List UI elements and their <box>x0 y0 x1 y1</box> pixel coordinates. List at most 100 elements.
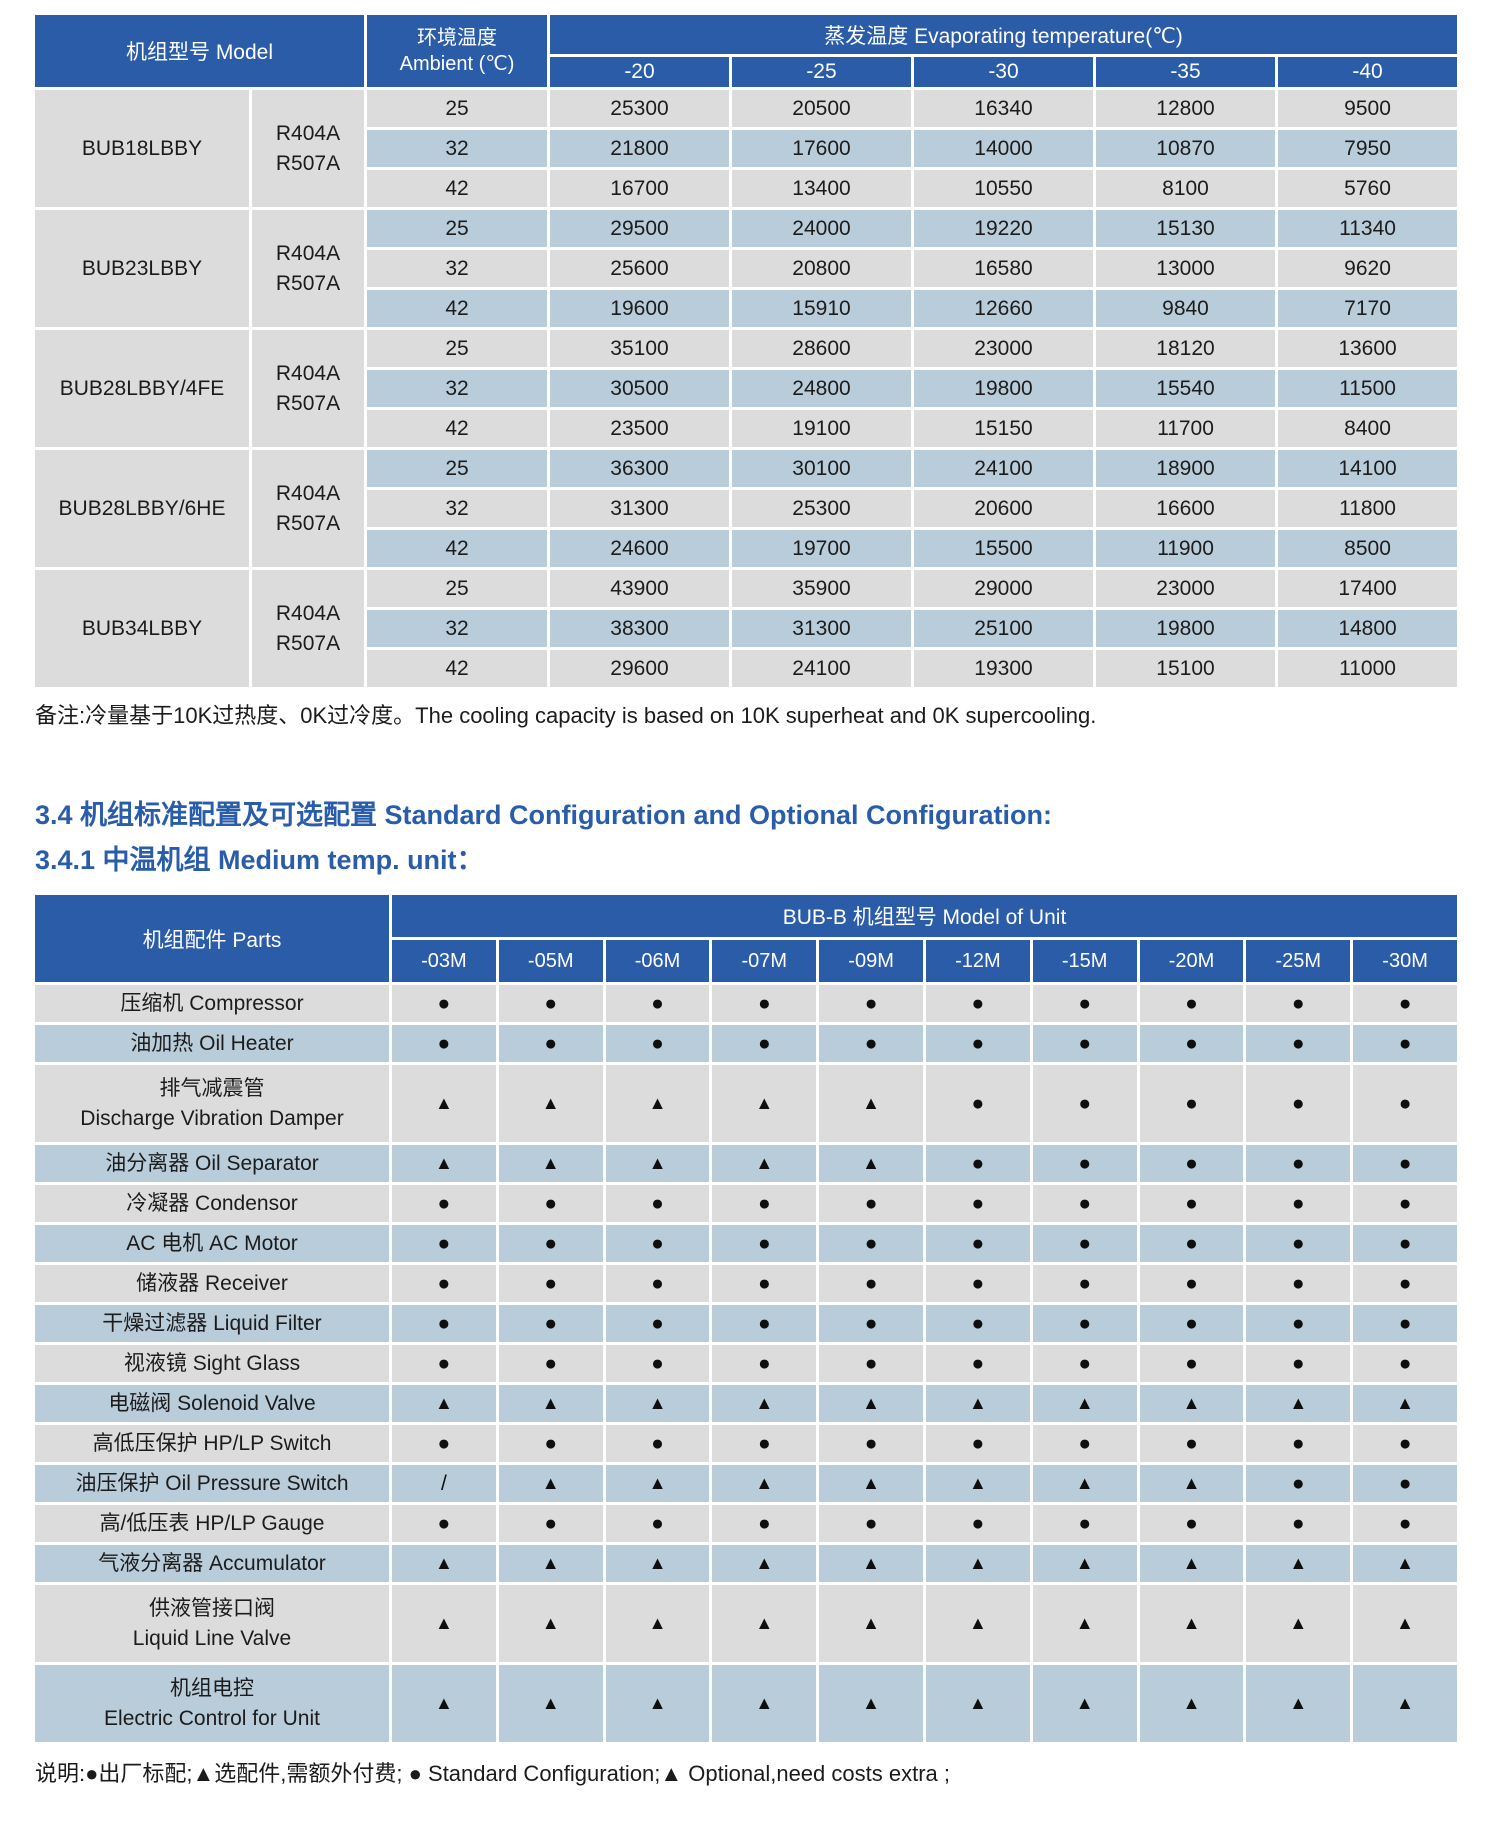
section-title-line1: 3.4 机组标准配置及可选配置 Standard Configuration a… <box>35 800 1052 830</box>
standard-mark: ● <box>1353 1425 1460 1465</box>
config-row: 高/低压表 HP/LP Gauge ● ● ● ● ● ● ● ● ● ● <box>35 1505 1460 1545</box>
capacity-value-cell: 13600 <box>1278 330 1461 370</box>
standard-mark: ● <box>392 1225 499 1265</box>
capacity-value-cell: 15130 <box>1096 210 1278 250</box>
capacity-value-cell: 10870 <box>1096 130 1278 170</box>
optional-mark: ▲ <box>1139 1665 1247 1745</box>
evap-temp-header: -25 <box>732 57 914 90</box>
unit-model-header: -03M <box>392 940 499 985</box>
capacity-value-cell: 11000 <box>1278 650 1461 690</box>
standard-mark: ● <box>498 1185 606 1225</box>
standard-mark: ● <box>1353 985 1460 1025</box>
part-label-line: 高低压保护 HP/LP Switch <box>92 1431 332 1455</box>
capacity-row: 32 38300 31300 25100 19800 14800 <box>35 610 1461 650</box>
optional-mark: ▲ <box>1353 1585 1460 1665</box>
config-row: 气液分离器 Accumulator ▲ ▲ ▲ ▲ ▲ ▲ ▲ ▲ ▲ ▲ <box>35 1545 1460 1585</box>
capacity-value-cell: 23000 <box>914 330 1096 370</box>
capacity-value-cell: 24100 <box>914 450 1096 490</box>
refrigerant-cell: R404A R507A <box>252 330 367 450</box>
config-row: 干燥过滤器 Liquid Filter ● ● ● ● ● ● ● ● ● ● <box>35 1305 1460 1345</box>
capacity-row: BUB34LBBY R404A R507A 25 43900 35900 29000 2300… <box>35 570 1461 690</box>
optional-mark: ▲ <box>392 1145 499 1185</box>
capacity-value-cell: 21800 <box>550 130 732 170</box>
capacity-row: 42 29600 24100 19300 15100 11000 <box>35 650 1461 690</box>
capacity-row: BUB28LBBY/4FE R404A R507A 25 35100 28600 23000… <box>35 330 1461 450</box>
standard-mark: ● <box>392 1185 499 1225</box>
optional-mark: ▲ <box>498 1065 606 1145</box>
standard-mark: ● <box>605 1265 713 1305</box>
ambient-temp-cell: 25 <box>367 330 550 370</box>
config-row: 油分离器 Oil Separator ▲ ▲ ▲ ▲ ▲ ● ● ● ● ● <box>35 1145 1460 1185</box>
standard-mark: ● <box>498 1225 606 1265</box>
unit-model-header: -20M <box>1139 940 1247 985</box>
configuration-legend-note: 说明:●出厂标配;▲选配件,需额外付费; ● Standard Configur… <box>35 1761 950 1786</box>
ambient-temp-cell: 42 <box>367 530 550 570</box>
evap-temp-header: -20 <box>550 57 732 90</box>
part-label-cell: 油压保护 Oil Pressure Switch <box>35 1465 392 1505</box>
capacity-value-cell: 8500 <box>1278 530 1461 570</box>
optional-mark: ▲ <box>605 1465 713 1505</box>
refrigerant-line: R404A <box>275 241 341 265</box>
optional-mark: ▲ <box>1032 1545 1140 1585</box>
standard-mark: ● <box>1032 1185 1140 1225</box>
standard-mark: ● <box>712 1425 820 1465</box>
standard-mark: ● <box>1032 1025 1140 1065</box>
capacity-value-cell: 11500 <box>1278 370 1461 410</box>
standard-mark: ● <box>712 1025 820 1065</box>
section-title-line2: 3.4.1 中温机组 Medium temp. unit： <box>35 845 484 875</box>
optional-mark: ▲ <box>605 1145 713 1185</box>
part-label-line: Discharge Vibration Damper <box>80 1106 344 1130</box>
standard-mark: ● <box>392 1505 499 1545</box>
standard-mark: ● <box>605 1025 713 1065</box>
part-label-line: Electric Control for Unit <box>104 1706 320 1730</box>
optional-mark: ▲ <box>1353 1545 1460 1585</box>
ambient-temp-cell: 32 <box>367 250 550 290</box>
optional-mark: ▲ <box>605 1585 713 1665</box>
capacity-row: 42 16700 13400 10550 8100 5760 <box>35 170 1461 210</box>
standard-mark: ● <box>819 1185 926 1225</box>
capacity-value-cell: 25300 <box>550 90 732 130</box>
capacity-value-cell: 15150 <box>914 410 1096 450</box>
optional-mark: ▲ <box>498 1145 606 1185</box>
ambient-temp-cell: 25 <box>367 450 550 490</box>
optional-mark: ▲ <box>819 1385 926 1425</box>
capacity-value-cell: 20500 <box>732 90 914 130</box>
optional-mark: ▲ <box>605 1545 713 1585</box>
capacity-value-cell: 20800 <box>732 250 914 290</box>
standard-mark: ● <box>1246 1345 1354 1385</box>
standard-mark: ● <box>925 1345 1033 1385</box>
standard-mark: ● <box>925 985 1033 1025</box>
part-label-line: 高/低压表 HP/LP Gauge <box>99 1511 325 1535</box>
capacity-value-cell: 35100 <box>550 330 732 370</box>
standard-mark: ● <box>392 1025 499 1065</box>
standard-mark: ● <box>605 1425 713 1465</box>
part-label-line: Liquid Line Valve <box>132 1626 292 1650</box>
capacity-value-cell: 10550 <box>914 170 1096 210</box>
refrigerant-line: R507A <box>275 511 341 535</box>
optional-mark: ▲ <box>498 1385 606 1425</box>
standard-mark: ● <box>1353 1265 1460 1305</box>
optional-mark: ▲ <box>819 1145 926 1185</box>
capacity-note: 备注:冷量基于10K过热度、0K过冷度。The cooling capacity… <box>35 703 1097 728</box>
optional-mark: ▲ <box>819 1465 926 1505</box>
capacity-value-cell: 17400 <box>1278 570 1461 610</box>
configuration-table: 机组配件 Parts BUB-B 机组型号 Model of Unit -03M… <box>35 895 1460 1745</box>
ambient-temp-cell: 42 <box>367 650 550 690</box>
optional-mark: ▲ <box>605 1385 713 1425</box>
config-row: 油压保护 Oil Pressure Switch / ▲ ▲ ▲ ▲ ▲ ▲ ▲ ● ● <box>35 1465 1460 1505</box>
capacity-value-cell: 11340 <box>1278 210 1461 250</box>
model-cell: BUB28LBBY/4FE <box>35 330 252 450</box>
part-label-line: 供液管接口阀 <box>149 1596 275 1620</box>
standard-mark: ● <box>1139 1025 1247 1065</box>
capacity-value-cell: 29000 <box>914 570 1096 610</box>
capacity-value-cell: 18120 <box>1096 330 1278 370</box>
config-row: 储液器 Receiver ● ● ● ● ● ● ● ● ● ● <box>35 1265 1460 1305</box>
capacity-row: BUB18LBBY R404A R507A 25 25300 20500 16340 1280… <box>35 90 1461 210</box>
standard-mark: ● <box>1032 1505 1140 1545</box>
config-row: 机组电控 Electric Control for Unit ▲ ▲ ▲ ▲ ▲ ▲ ▲ ▲ ▲ ▲ <box>35 1665 1460 1745</box>
ambient-temp-cell: 32 <box>367 130 550 170</box>
capacity-value-cell: 29500 <box>550 210 732 250</box>
capacity-value-cell: 19800 <box>914 370 1096 410</box>
part-label-line: 储液器 Receiver <box>136 1271 288 1295</box>
standard-mark: ● <box>1246 1145 1354 1185</box>
